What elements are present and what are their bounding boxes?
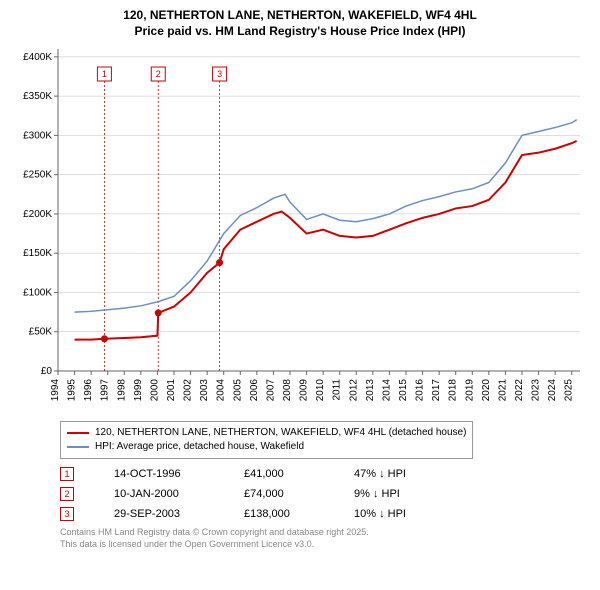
annotation-diff: 47% ↓ HPI	[354, 468, 434, 480]
svg-text:2017: 2017	[431, 379, 442, 402]
chart-title: 120, NETHERTON LANE, NETHERTON, WAKEFIEL…	[12, 8, 588, 39]
svg-text:1998: 1998	[116, 379, 127, 402]
svg-text:1995: 1995	[67, 379, 78, 402]
svg-text:2008: 2008	[282, 379, 293, 402]
annotation-diff: 9% ↓ HPI	[354, 488, 434, 500]
svg-text:1996: 1996	[83, 379, 94, 402]
svg-text:2020: 2020	[481, 379, 492, 402]
annotation-badge: 2	[60, 487, 74, 501]
annotation-date: 10-JAN-2000	[114, 488, 204, 500]
svg-text:2015: 2015	[398, 379, 409, 402]
svg-text:2000: 2000	[149, 379, 160, 402]
price-chart: £0 £50K £100K £150K £200K £250K £300K £350K £400…	[12, 45, 588, 415]
svg-text:2009: 2009	[299, 379, 310, 402]
svg-text:£250K: £250K	[23, 170, 52, 181]
svg-text:2007: 2007	[265, 379, 276, 402]
svg-text:£200K: £200K	[23, 209, 52, 220]
annotation-price: £138,000	[244, 508, 314, 520]
annotation-price: £41,000	[244, 468, 314, 480]
annotation-row: 2 10-JAN-2000 £74,000 9% ↓ HPI	[60, 487, 588, 501]
svg-text:£400K: £400K	[23, 52, 52, 63]
attribution-footer: Contains HM Land Registry data © Crown c…	[60, 527, 588, 550]
svg-text:2016: 2016	[415, 379, 426, 402]
svg-text:1: 1	[102, 69, 107, 79]
title-line-1: 120, NETHERTON LANE, NETHERTON, WAKEFIEL…	[12, 8, 588, 24]
svg-text:2022: 2022	[514, 379, 525, 402]
footer-line-2: This data is licensed under the Open Gov…	[60, 539, 588, 551]
legend-label: HPI: Average price, detached house, Wake…	[95, 440, 304, 454]
svg-text:2002: 2002	[183, 379, 194, 402]
annotations-table: 1 14-OCT-1996 £41,000 47% ↓ HPI 2 10-JAN-2000…	[60, 467, 588, 521]
legend-swatch	[67, 432, 89, 434]
svg-text:2024: 2024	[547, 379, 558, 402]
svg-text:2: 2	[156, 69, 161, 79]
legend: 120, NETHERTON LANE, NETHERTON, WAKEFIEL…	[60, 421, 473, 459]
annotation-row: 3 29-SEP-2003 £138,000 10% ↓ HPI	[60, 507, 588, 521]
footer-line-1: Contains HM Land Registry data © Crown c…	[60, 527, 588, 539]
svg-text:2019: 2019	[464, 379, 475, 402]
svg-text:2003: 2003	[199, 379, 210, 402]
svg-text:£100K: £100K	[23, 288, 52, 299]
legend-item: 120, NETHERTON LANE, NETHERTON, WAKEFIEL…	[67, 426, 466, 440]
legend-label: 120, NETHERTON LANE, NETHERTON, WAKEFIEL…	[95, 426, 466, 440]
title-line-2: Price paid vs. HM Land Registry's House …	[12, 24, 588, 40]
svg-text:1999: 1999	[133, 379, 144, 402]
svg-text:£0: £0	[41, 366, 53, 377]
legend-swatch	[67, 446, 89, 448]
annotation-badge: 3	[60, 507, 74, 521]
svg-text:2004: 2004	[216, 379, 227, 402]
svg-text:2025: 2025	[564, 379, 575, 402]
svg-text:2023: 2023	[531, 379, 542, 402]
svg-text:2012: 2012	[348, 379, 359, 402]
svg-text:2001: 2001	[166, 379, 177, 402]
svg-text:2005: 2005	[232, 379, 243, 402]
svg-text:£50K: £50K	[29, 327, 53, 338]
svg-text:3: 3	[217, 69, 222, 79]
svg-text:£350K: £350K	[23, 91, 52, 102]
svg-text:2018: 2018	[448, 379, 459, 402]
legend-item: HPI: Average price, detached house, Wake…	[67, 440, 466, 454]
svg-text:2013: 2013	[365, 379, 376, 402]
annotation-date: 29-SEP-2003	[114, 508, 204, 520]
annotation-diff: 10% ↓ HPI	[354, 508, 434, 520]
annotation-date: 14-OCT-1996	[114, 468, 204, 480]
svg-text:£300K: £300K	[23, 131, 52, 142]
svg-text:2010: 2010	[315, 379, 326, 402]
svg-text:2011: 2011	[332, 379, 343, 401]
svg-text:1994: 1994	[50, 379, 61, 402]
svg-text:£150K: £150K	[23, 248, 52, 259]
annotation-row: 1 14-OCT-1996 £41,000 47% ↓ HPI	[60, 467, 588, 481]
svg-text:2014: 2014	[381, 379, 392, 402]
annotation-price: £74,000	[244, 488, 314, 500]
annotation-badge: 1	[60, 467, 74, 481]
svg-text:2006: 2006	[249, 379, 260, 402]
svg-text:2021: 2021	[497, 379, 508, 402]
svg-text:1997: 1997	[100, 379, 111, 402]
